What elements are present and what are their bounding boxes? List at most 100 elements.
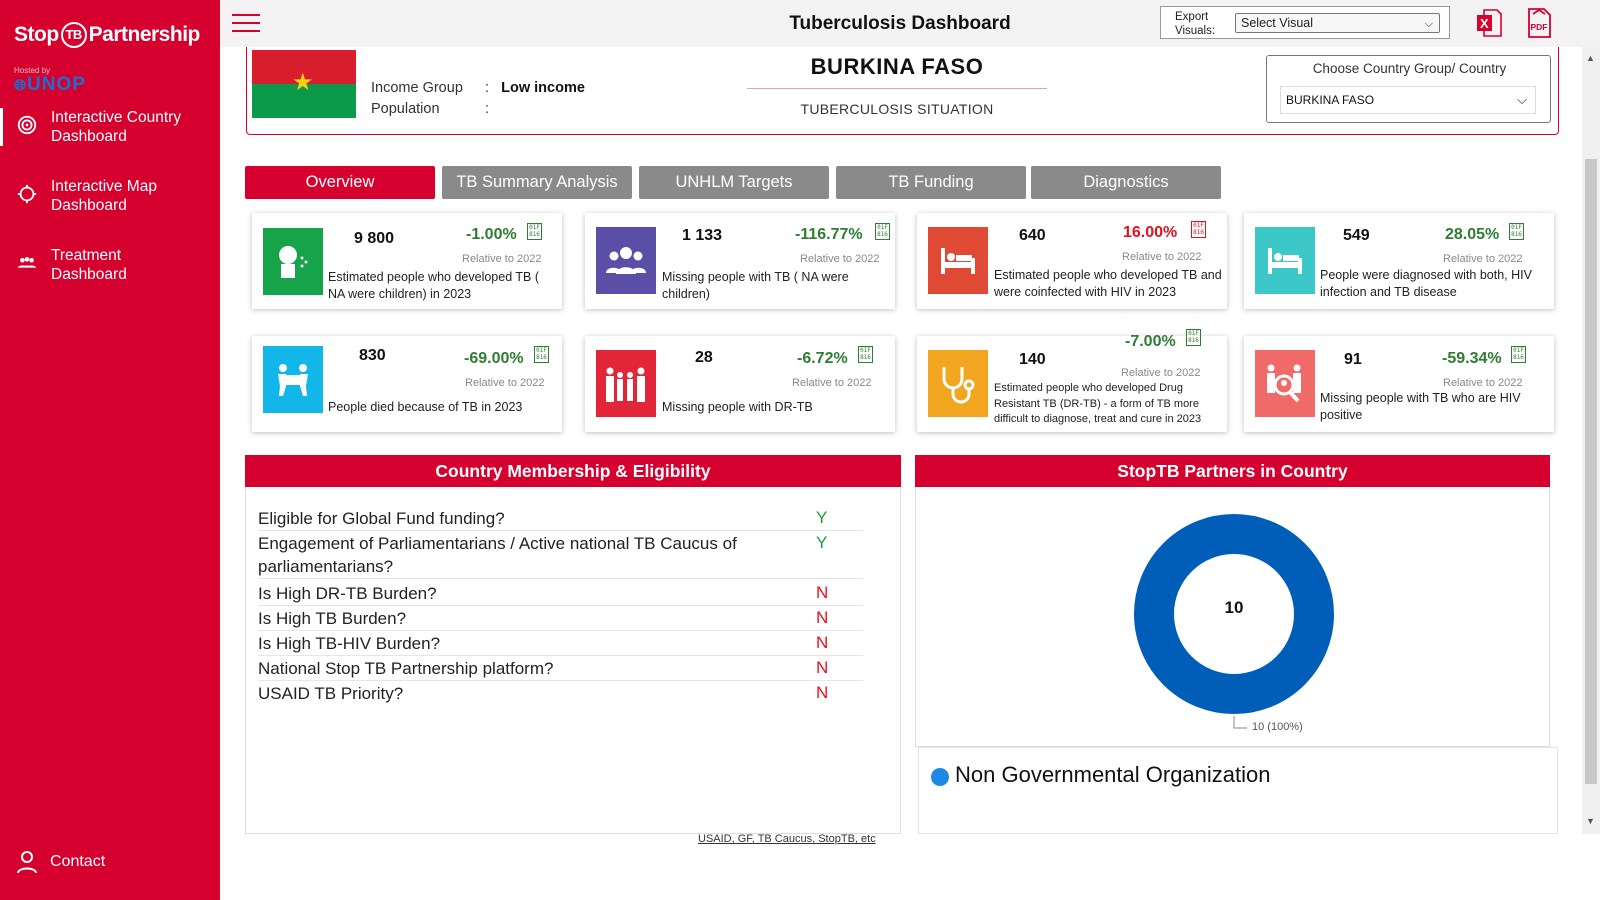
country-chooser: Choose Country Group/ Country BURKINA FA… xyxy=(1266,55,1551,123)
logo-tb-mark: TB xyxy=(60,22,87,48)
membership-answer: Y xyxy=(816,533,828,552)
tab-diagnostics[interactable]: Diagnostics xyxy=(1031,166,1221,199)
country-subtitle: TUBERCULOSIS SITUATION xyxy=(800,101,994,117)
tab-tb-funding[interactable]: TB Funding xyxy=(836,166,1026,199)
stat-value: 830 xyxy=(359,347,386,364)
un-globe-icon: 🌐︎ xyxy=(14,77,28,94)
country-flag: ★ xyxy=(252,50,356,118)
relative-label: Relative to 2022 xyxy=(1121,367,1201,379)
membership-row: National Stop TB Partnership platform? N xyxy=(258,657,863,681)
divider xyxy=(747,88,1047,89)
membership-answer: N xyxy=(816,633,829,652)
star-icon: ★ xyxy=(292,69,314,96)
membership-question: Eligible for Global Fund funding? xyxy=(258,509,505,528)
vertical-scrollbar[interactable]: ▲ ▼ xyxy=(1582,47,1600,834)
stat-description: Missing people with DR-TB xyxy=(662,400,813,414)
country-panel: ★ Income Group: Low income Population: B… xyxy=(246,47,1559,135)
country-name: BURKINA FASO xyxy=(810,54,984,79)
bed-icon xyxy=(928,227,988,294)
nav-treatment-dashboard[interactable]: Treatment Dashboard xyxy=(0,246,220,284)
export-visual-select[interactable]: Select Visual ⌵ xyxy=(1235,13,1440,33)
tab-tb-summary-analysis[interactable]: TB Summary Analysis xyxy=(442,166,632,199)
relative-label: Relative to 2022 xyxy=(1443,377,1523,389)
stat-card: 140 -7.00% 01F 816 Relative to 2022 Estim… xyxy=(917,329,1227,432)
family-icon xyxy=(596,350,656,417)
stat-description: Missing people with TB ( NA were childre… xyxy=(662,270,849,301)
target-icon xyxy=(17,115,37,135)
stat-card: 91 -59.34% 01F 816 Relative to 2022 Missi… xyxy=(1244,336,1554,432)
partners-donut-chart xyxy=(1134,514,1334,729)
sources-link[interactable]: USAID, GF, TB Caucus, StopTB, etc xyxy=(698,833,876,845)
slice-data-label: 10 (100%) xyxy=(1252,721,1303,733)
stat-value: 640 xyxy=(1019,227,1046,244)
search-people-icon xyxy=(1255,350,1315,417)
donut-center-value: 10 xyxy=(1224,598,1244,617)
qr-code-icon: 01F 816 xyxy=(858,346,873,363)
relative-label: Relative to 2022 xyxy=(1122,251,1202,263)
people-icon xyxy=(17,257,37,268)
menu-icon[interactable] xyxy=(232,14,260,34)
relative-label: Relative to 2022 xyxy=(462,253,542,265)
tab-overview[interactable]: Overview xyxy=(245,166,435,199)
stat-description: Estimated people who developed Drug Resi… xyxy=(994,382,1202,425)
export-visuals-box: Export Visuals: Select Visual ⌵ xyxy=(1160,6,1450,39)
nav-interactive-map-dashboard[interactable]: Interactive Map Dashboard xyxy=(0,177,220,215)
unop-logo: 🌐︎UNOP xyxy=(14,74,86,96)
pdf-export-icon[interactable]: PDF xyxy=(1526,8,1552,38)
qr-code-icon: 01F 816 xyxy=(875,223,890,240)
stat-description: People died because of TB in 2023 xyxy=(328,400,523,414)
qr-code-icon: 01F 816 xyxy=(1509,223,1524,240)
partners-panel-title: StopTB Partners in Country xyxy=(915,455,1550,487)
stat-card: 640 16.00% 01F 816 Relative to 2022 Estim… xyxy=(917,213,1227,309)
stat-card: 830 -69.00% 01F 816 Relative to 2022 Peop… xyxy=(252,336,562,432)
export-label: Export Visuals: xyxy=(1175,11,1216,37)
membership-answer: N xyxy=(816,608,829,627)
membership-panel-title: Country Membership & Eligibility xyxy=(245,455,901,487)
nav-label: Interactive Country Dashboard xyxy=(51,109,182,145)
sidebar: Stop TB Partnership Hosted by 🌐︎UNOP Int… xyxy=(0,0,220,900)
page-title: Tuberculosis Dashboard xyxy=(789,13,1011,34)
stat-change: -1.00% xyxy=(466,226,517,243)
country-select[interactable]: BURKINA FASO ⌵ xyxy=(1280,86,1536,114)
stat-description: Missing people with TB who are HIV posit… xyxy=(1320,391,1521,422)
contact-link[interactable]: Contact xyxy=(16,850,105,874)
relative-label: Relative to 2022 xyxy=(1443,253,1523,265)
svg-text:X: X xyxy=(1480,16,1489,31)
membership-panel: Eligible for Global Fund funding? Y Enga… xyxy=(245,487,901,845)
stat-change: -6.72% xyxy=(797,350,848,367)
income-group-label: Income Group xyxy=(371,80,463,96)
membership-answer: N xyxy=(816,658,829,677)
income-group-sep: : xyxy=(485,80,490,96)
qr-code-icon: 01F 816 xyxy=(1186,329,1201,346)
nav-label: Treatment Dashboard xyxy=(51,247,127,283)
stat-change: -69.00% xyxy=(464,350,524,367)
nav-label: Interactive Map Dashboard xyxy=(51,178,157,214)
stat-value: 9 800 xyxy=(354,230,395,247)
stop-tb-logo[interactable]: Stop TB Partnership xyxy=(14,22,200,48)
relative-label: Relative to 2022 xyxy=(465,377,545,389)
membership-answer: Y xyxy=(816,508,828,527)
membership-answer: N xyxy=(816,583,829,602)
membership-row: Engagement of Parliamentarians / Active … xyxy=(258,532,863,579)
qr-code-icon: 01F 816 xyxy=(1511,346,1526,363)
pallbearers-icon xyxy=(263,346,323,413)
legend-label[interactable]: Non Governmental Organization xyxy=(955,762,1271,787)
stat-change: 28.05% xyxy=(1445,226,1500,243)
stat-value: 549 xyxy=(1343,227,1370,244)
stat-value: 1 133 xyxy=(682,227,723,244)
tab-unhlm-targets[interactable]: UNHLM Targets xyxy=(639,166,829,199)
stat-change: -7.00% xyxy=(1125,333,1176,350)
excel-export-icon[interactable]: X xyxy=(1476,9,1502,37)
stat-description: People were diagnosed with both, HIV inf… xyxy=(1320,268,1532,299)
scroll-up-icon[interactable]: ▲ xyxy=(1586,53,1595,63)
cough-person-icon xyxy=(263,228,323,295)
logo-text-left: Stop xyxy=(14,23,59,46)
scroll-thumb[interactable] xyxy=(1585,159,1597,784)
membership-row: Is High TB Burden? N xyxy=(258,607,863,631)
nav-interactive-country-dashboard[interactable]: Interactive Country Dashboard xyxy=(0,108,220,146)
membership-question: Is High DR-TB Burden? xyxy=(258,584,437,603)
scroll-down-icon[interactable]: ▼ xyxy=(1586,816,1595,826)
income-group-row: Income Group: Low income xyxy=(371,80,585,96)
chevron-down-icon: ⌵ xyxy=(1517,92,1527,107)
user-icon xyxy=(17,851,37,874)
